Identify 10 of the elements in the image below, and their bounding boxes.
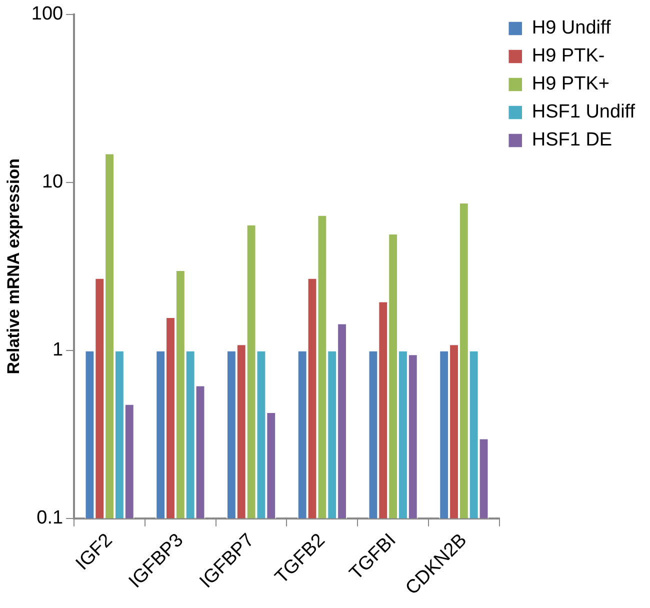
- y-tick-label: 1: [52, 340, 64, 361]
- y-tick-label: 100: [31, 4, 64, 25]
- legend-label: HSF1 Undiff: [532, 102, 636, 123]
- y-tick-label: 10: [42, 172, 64, 193]
- legend-label: H9 Undiff: [532, 18, 612, 39]
- legend-label: H9 PTK+: [532, 74, 610, 95]
- y-axis-title: Relative mRNA expression: [4, 158, 23, 374]
- y-tick-label: 0.1: [36, 508, 64, 529]
- legend-label: HSF1 DE: [532, 130, 612, 151]
- legend-label: H9 PTK-: [532, 46, 605, 67]
